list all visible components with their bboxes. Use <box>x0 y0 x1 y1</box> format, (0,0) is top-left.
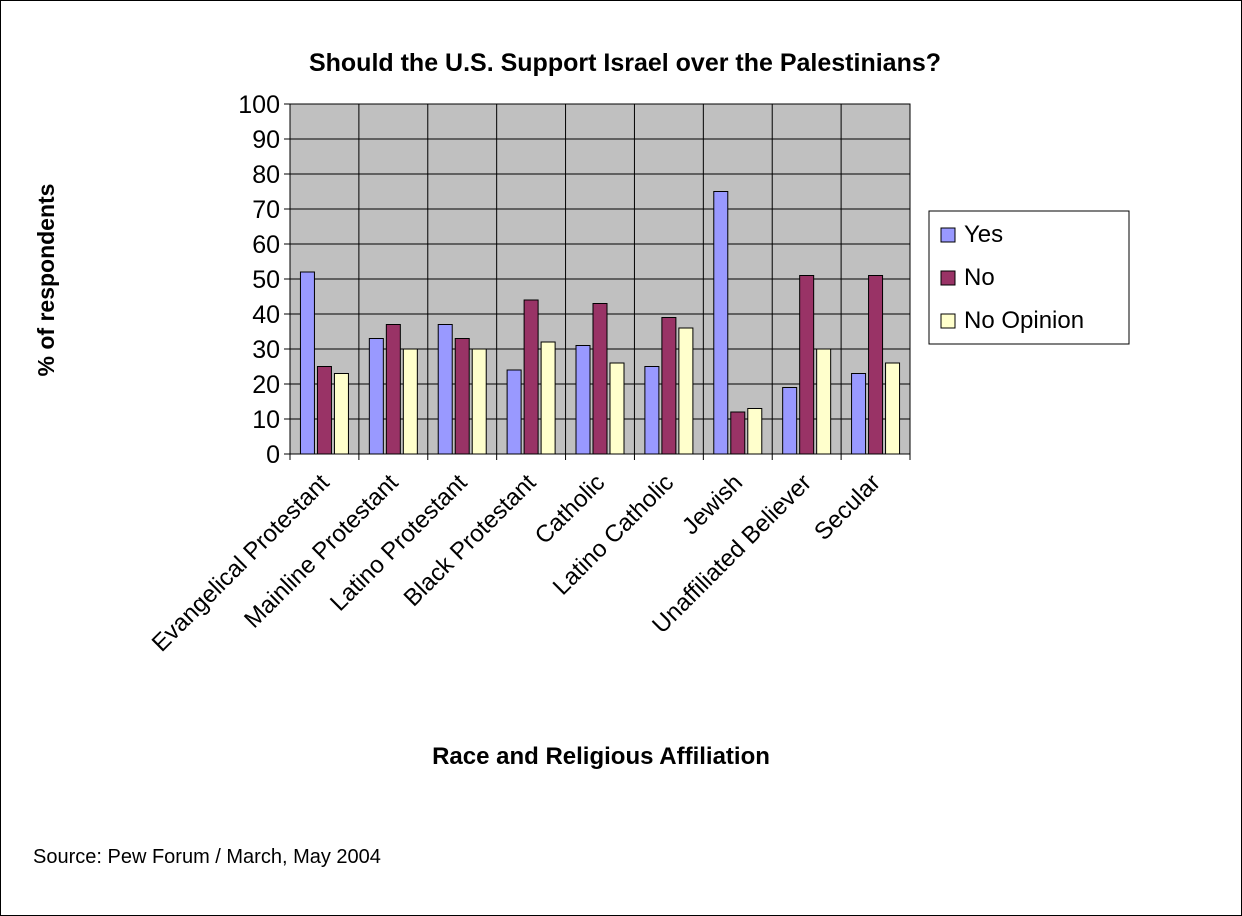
y-tick-label: 40 <box>252 301 280 329</box>
axes <box>284 103 911 460</box>
bar <box>885 362 901 455</box>
y-tick-label: 10 <box>252 406 280 434</box>
y-tick-label: 90 <box>252 126 280 154</box>
y-tick-label: 80 <box>252 161 280 189</box>
plot-border <box>289 103 911 455</box>
x-axis-label: Race and Religious Affiliation <box>432 743 770 770</box>
y-tick-label: 20 <box>252 371 280 399</box>
bar <box>678 327 694 455</box>
legend: Yes No No Opinion <box>928 210 1130 345</box>
legend-label: Yes <box>964 221 1003 248</box>
bar <box>644 366 660 455</box>
bar <box>747 408 763 455</box>
y-tick-label: 30 <box>252 336 280 364</box>
legend-label: No <box>964 264 995 291</box>
bar <box>609 362 625 455</box>
legend-swatch <box>940 270 956 286</box>
bar <box>454 338 470 455</box>
legend-swatch <box>940 313 956 329</box>
bar <box>471 348 487 455</box>
y-tick-labels: 0 10 20 30 40 50 60 70 80 90 100 <box>238 91 280 469</box>
bar <box>851 373 867 455</box>
y-axis-label: % of respondents <box>33 184 59 377</box>
bar <box>368 338 384 455</box>
bar <box>868 275 884 455</box>
bar <box>299 271 315 455</box>
x-tick-label: Latino Catholic <box>548 469 679 600</box>
bar <box>592 303 608 455</box>
bar <box>799 275 815 455</box>
bar <box>523 299 539 455</box>
bar <box>713 191 729 455</box>
legend-label: No Opinion <box>964 307 1084 334</box>
y-tick-label: 100 <box>238 91 280 119</box>
bar <box>385 324 401 455</box>
bar <box>316 366 332 455</box>
bar <box>540 341 556 455</box>
bars <box>299 191 901 455</box>
bar <box>437 324 453 455</box>
bar <box>816 348 832 455</box>
x-tick-label: Secular <box>809 469 886 546</box>
y-tick-label: 60 <box>252 231 280 259</box>
bar <box>402 348 418 455</box>
source-note: Source: Pew Forum / March, May 2004 <box>33 846 381 868</box>
bar <box>333 373 349 455</box>
bar <box>575 345 591 455</box>
bar <box>782 387 798 455</box>
bar <box>661 317 677 455</box>
y-tick-label: 50 <box>252 266 280 294</box>
y-tick-label: 70 <box>252 196 280 224</box>
legend-swatch <box>940 227 956 243</box>
bar <box>730 411 746 455</box>
bar <box>506 369 522 455</box>
legend-box <box>928 210 1130 345</box>
y-tick-label: 0 <box>266 441 280 469</box>
chart-title: Should the U.S. Support Israel over the … <box>309 49 941 77</box>
